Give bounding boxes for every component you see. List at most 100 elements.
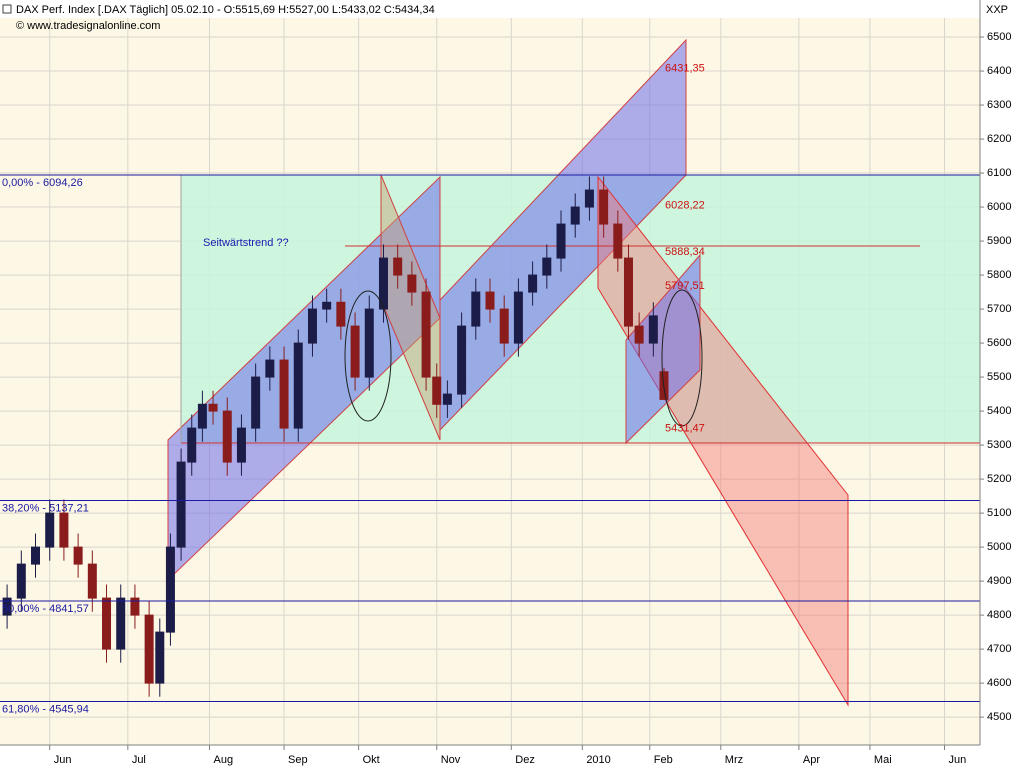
y-tick-label: 6100 <box>987 167 1011 179</box>
x-tick-label: Aug <box>213 754 233 766</box>
candle-body <box>485 291 495 310</box>
x-tick-label: Nov <box>441 754 461 766</box>
y-tick-label: 6200 <box>987 133 1011 145</box>
candle-body <box>528 274 538 293</box>
channel <box>625 253 701 445</box>
title-icon <box>2 4 12 14</box>
overlay: 0,00% - 6094,26 38,20% - 5137,21 50,00% - … <box>0 62 980 715</box>
candle-body <box>102 597 112 650</box>
candle-body <box>222 410 232 463</box>
price-label: 5797,51 <box>665 280 705 292</box>
candle-body <box>265 359 275 378</box>
candle-body <box>155 631 165 684</box>
candle-body <box>307 308 317 344</box>
candle-body <box>513 291 523 344</box>
y-tick-label: 5400 <box>987 405 1011 417</box>
y-tick-label: 4500 <box>987 711 1011 723</box>
y-tick-label: 4900 <box>987 575 1011 587</box>
y-tick-label: 5000 <box>987 541 1011 553</box>
annotation: Seitwärtstrend ?? <box>203 237 289 249</box>
fib-label: 61,80% - 4545,94 <box>2 703 89 715</box>
candle-body <box>322 301 332 310</box>
candle-body <box>421 291 431 378</box>
candle-body <box>542 257 552 276</box>
y-tick-label: 6000 <box>987 201 1011 213</box>
candle-body <box>187 427 197 463</box>
x-tick-label: Mrz <box>725 754 743 766</box>
candle-body <box>393 257 403 276</box>
candle-body <box>613 223 623 259</box>
candle-body <box>584 189 594 208</box>
candle-body <box>364 308 374 378</box>
x-tick-label: Dez <box>515 754 535 766</box>
candle-body <box>442 393 452 405</box>
candle-body <box>31 546 41 565</box>
x-tick-label: Jul <box>132 754 146 766</box>
chart-subtitle: © www.tradesignalonline.com <box>16 20 160 32</box>
candle-body <box>197 403 207 429</box>
y-tick-label: 5200 <box>987 473 1011 485</box>
candle-body <box>130 597 140 616</box>
candle-body <box>2 597 12 616</box>
x-tick-label: Apr <box>803 754 820 766</box>
candle-body <box>279 359 289 429</box>
x-tick-label: Sep <box>288 754 308 766</box>
candle-body <box>236 427 246 463</box>
candle-body <box>623 257 633 327</box>
candle-body <box>648 315 658 344</box>
candle-body <box>556 223 566 259</box>
x-tick-label: Jun <box>54 754 72 766</box>
candles <box>2 176 669 697</box>
candle-body <box>208 403 218 412</box>
candle-body <box>432 376 442 405</box>
candle-body <box>336 301 346 327</box>
candle-body <box>293 342 303 429</box>
candle-body <box>471 291 481 327</box>
y-tick-label: 6300 <box>987 99 1011 111</box>
candle-body <box>570 206 580 225</box>
candle-body <box>116 597 126 650</box>
candle-body <box>165 546 175 633</box>
candle-body <box>599 189 609 225</box>
candle-body <box>251 376 261 429</box>
candle-body <box>499 308 509 344</box>
y-tick-label: 5500 <box>987 371 1011 383</box>
y-tick-label: 6500 <box>987 31 1011 43</box>
candle-body <box>634 325 644 344</box>
y-tick-label: 5300 <box>987 439 1011 451</box>
y-tick-label: 5600 <box>987 337 1011 349</box>
price-label: 6028,22 <box>665 199 705 211</box>
highlight-ellipse <box>344 290 392 422</box>
y-axis-label: XXP <box>986 4 1008 16</box>
y-tick-label: 6400 <box>987 65 1011 77</box>
candle-body <box>45 512 55 548</box>
y-tick-label: 4700 <box>987 643 1011 655</box>
x-tick-label: Feb <box>654 754 673 766</box>
candle-body <box>144 614 154 684</box>
y-tick-label: 5800 <box>987 269 1011 281</box>
price-label: 6431,35 <box>665 62 705 74</box>
candle-body <box>87 563 97 599</box>
y-tick-label: 5900 <box>987 235 1011 247</box>
x-tick-label: 2010 <box>586 754 610 766</box>
chart-title: DAX Perf. Index [.DAX Täglich] 05.02.10 … <box>16 4 435 16</box>
price-label: 5888,34 <box>665 246 705 258</box>
candle-body <box>350 325 360 378</box>
fib-label: 50,00% - 4841,57 <box>2 603 89 615</box>
candle-body <box>407 274 417 293</box>
fib-label: 0,00% - 6094,26 <box>2 177 83 189</box>
y-tick-label: 4600 <box>987 677 1011 689</box>
fib-label: 38,20% - 5137,21 <box>2 502 89 514</box>
candle-body <box>176 461 186 548</box>
candle-body <box>59 512 69 548</box>
candle-body <box>16 563 26 599</box>
price-label: 5431,47 <box>665 422 705 434</box>
x-tick-label: Jun <box>948 754 966 766</box>
x-tick-label: Mai <box>874 754 892 766</box>
y-tick-label: 5700 <box>987 303 1011 315</box>
y-tick-label: 4800 <box>987 609 1011 621</box>
y-tick-label: 5100 <box>987 507 1011 519</box>
x-tick-label: Okt <box>363 754 380 766</box>
highlight-ellipse <box>661 289 703 427</box>
